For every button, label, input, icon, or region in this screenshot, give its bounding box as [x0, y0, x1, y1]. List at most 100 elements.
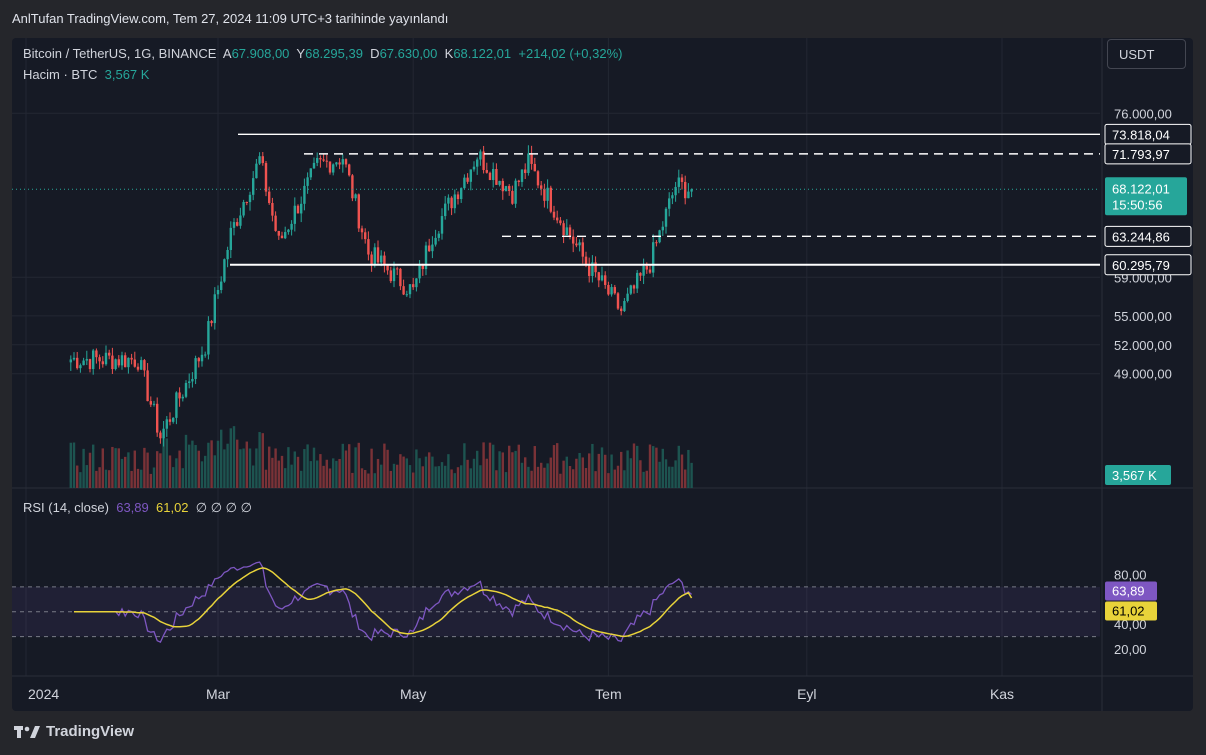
volume-bar	[165, 438, 168, 488]
chart-frame[interactable]: 2024 Mar May Tem Eyl Kas 76.000,00 59.000,00 55.…	[12, 38, 1193, 711]
candle-body	[453, 194, 456, 209]
open-label: A	[222, 46, 232, 61]
candle-body	[629, 285, 632, 294]
volume-bar	[527, 466, 530, 488]
rsi-tick-label: 20,00	[1114, 642, 1147, 657]
candle-body	[421, 263, 424, 270]
candle-body	[120, 355, 124, 366]
volume-bar	[530, 470, 533, 488]
volume-bar	[447, 454, 450, 488]
close-value: 68.122,01	[453, 46, 512, 61]
volume-bar	[556, 443, 559, 488]
volume-bar	[495, 470, 498, 488]
volume-bar	[328, 468, 332, 488]
volume-bar	[664, 459, 668, 488]
volume-bar	[204, 455, 207, 488]
candle-body	[290, 223, 293, 230]
volume-bar	[575, 458, 578, 488]
candle-body	[316, 158, 319, 163]
rsi-tick-label: 40,00	[1114, 617, 1147, 632]
candle-body	[319, 158, 322, 160]
volume-bar	[88, 452, 92, 488]
volume-bar	[143, 447, 146, 488]
candle-body	[588, 264, 591, 276]
candle-body	[117, 359, 120, 366]
candle-body	[146, 370, 149, 402]
volume-bar	[264, 469, 268, 488]
volume-bar	[578, 453, 581, 488]
candle-body	[456, 194, 460, 200]
volume-bar	[188, 444, 191, 488]
volume-bar	[549, 457, 552, 488]
candle-body	[213, 294, 216, 324]
volume-bar	[82, 448, 85, 488]
candle-body	[639, 272, 642, 276]
candle-body	[636, 272, 639, 289]
level-label: 71.793,97	[1112, 147, 1170, 162]
candle-body	[472, 166, 476, 170]
candle-body	[504, 186, 508, 192]
candle-body	[261, 156, 264, 164]
volume-bar	[319, 454, 322, 488]
level-tag	[1104, 143, 1192, 165]
symbol-label[interactable]: Bitcoin / TetherUS, 1G, BINANCE	[23, 46, 217, 61]
rsi-label[interactable]: RSI (14, close)	[23, 500, 109, 515]
volume-bar	[114, 448, 117, 488]
candle-body	[149, 401, 152, 405]
volume-bar	[229, 428, 232, 488]
volume-bar	[600, 447, 604, 488]
volume-bar	[197, 450, 200, 488]
volume-bar	[376, 458, 380, 488]
candle-body	[632, 285, 636, 289]
volume-bar	[421, 466, 424, 488]
high-label: Y	[296, 46, 306, 61]
volume-bar	[236, 439, 239, 488]
volume-bar	[440, 462, 444, 488]
volume-bar	[220, 429, 223, 488]
volume-bar	[492, 444, 495, 488]
volume-bar	[108, 470, 111, 488]
x-tick-label: May	[400, 686, 426, 702]
candle-body	[354, 194, 357, 199]
volume-bar	[453, 473, 456, 488]
candle-body	[591, 262, 594, 276]
volume-bar	[120, 458, 124, 488]
candle-body	[124, 355, 127, 368]
chart-canvas[interactable]: 2024 Mar May Tem Eyl Kas76.000,0059.000,0055.…	[12, 38, 1193, 711]
candle-body	[495, 169, 498, 185]
candle-body	[216, 289, 220, 295]
volume-bar	[239, 449, 242, 488]
volume-bar	[687, 449, 690, 488]
candle-body	[341, 159, 344, 165]
candle-body	[405, 294, 408, 296]
candle-body	[434, 237, 437, 245]
footer-brand[interactable]: TradingView	[14, 723, 134, 740]
volume-bar	[594, 471, 597, 488]
volume-bar	[536, 466, 540, 488]
candle-body	[252, 178, 255, 195]
currency-button[interactable]: USDT	[1107, 39, 1186, 69]
candle-body	[565, 227, 568, 236]
candle-body	[424, 245, 428, 270]
volume-bar	[488, 442, 492, 488]
candle-body	[418, 263, 421, 279]
candle-body	[360, 228, 364, 233]
candle-body	[114, 359, 117, 370]
volume-bar	[223, 449, 226, 488]
x-tick-label: Eyl	[797, 686, 816, 702]
rsi-tick-label: 80,00	[1114, 567, 1147, 582]
volume-label[interactable]: Hacim · BTC	[23, 67, 98, 82]
level-tag	[1104, 254, 1192, 276]
volume-bar	[245, 441, 248, 488]
candle-body	[524, 169, 527, 173]
low-value: 67.630,00	[379, 46, 438, 61]
volume-bar	[335, 460, 338, 488]
volume-bar	[392, 463, 396, 488]
volume-bar	[332, 458, 335, 488]
volume-bar	[629, 458, 632, 488]
volume-bar	[546, 463, 549, 488]
candle-body	[287, 229, 290, 233]
volume-bar	[460, 465, 463, 488]
volume-bar	[428, 452, 431, 488]
candle-body	[335, 162, 338, 165]
